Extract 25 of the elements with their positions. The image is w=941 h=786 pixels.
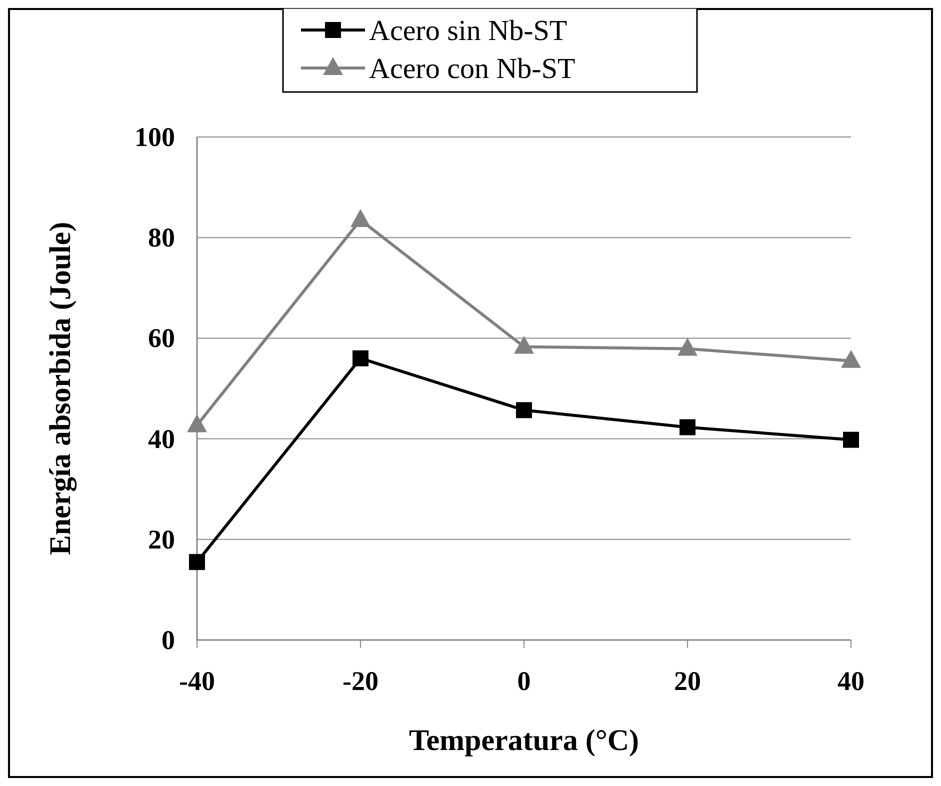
point — [352, 350, 368, 366]
point — [843, 432, 859, 448]
point — [841, 350, 861, 368]
x-tick-label: -40 — [179, 666, 215, 696]
x-tick-label: 0 — [517, 666, 531, 696]
point — [514, 336, 534, 354]
y-tick-label: 80 — [148, 222, 175, 253]
point — [516, 402, 532, 418]
y-tick-label: 0 — [162, 625, 175, 655]
x-axis-title: Temperatura (°C) — [408, 724, 640, 757]
x-tick-label: 40 — [838, 666, 864, 696]
y-axis-title: Energía absorbida (Joule) — [44, 222, 77, 556]
point — [350, 208, 370, 227]
y-tick-label: 40 — [148, 424, 175, 454]
legend-label: Acero con Nb-ST — [369, 53, 576, 85]
point — [678, 338, 698, 356]
x-tick-label: 20 — [674, 666, 701, 696]
point — [187, 414, 207, 432]
x-tick-label: -20 — [342, 666, 378, 696]
y-tick-label: 20 — [148, 524, 175, 554]
legend-label: Acero sin Nb-ST — [369, 15, 568, 47]
y-tick-label: 60 — [148, 323, 175, 354]
point — [680, 419, 696, 436]
point — [189, 554, 205, 570]
y-tick-label: 100 — [134, 122, 175, 152]
